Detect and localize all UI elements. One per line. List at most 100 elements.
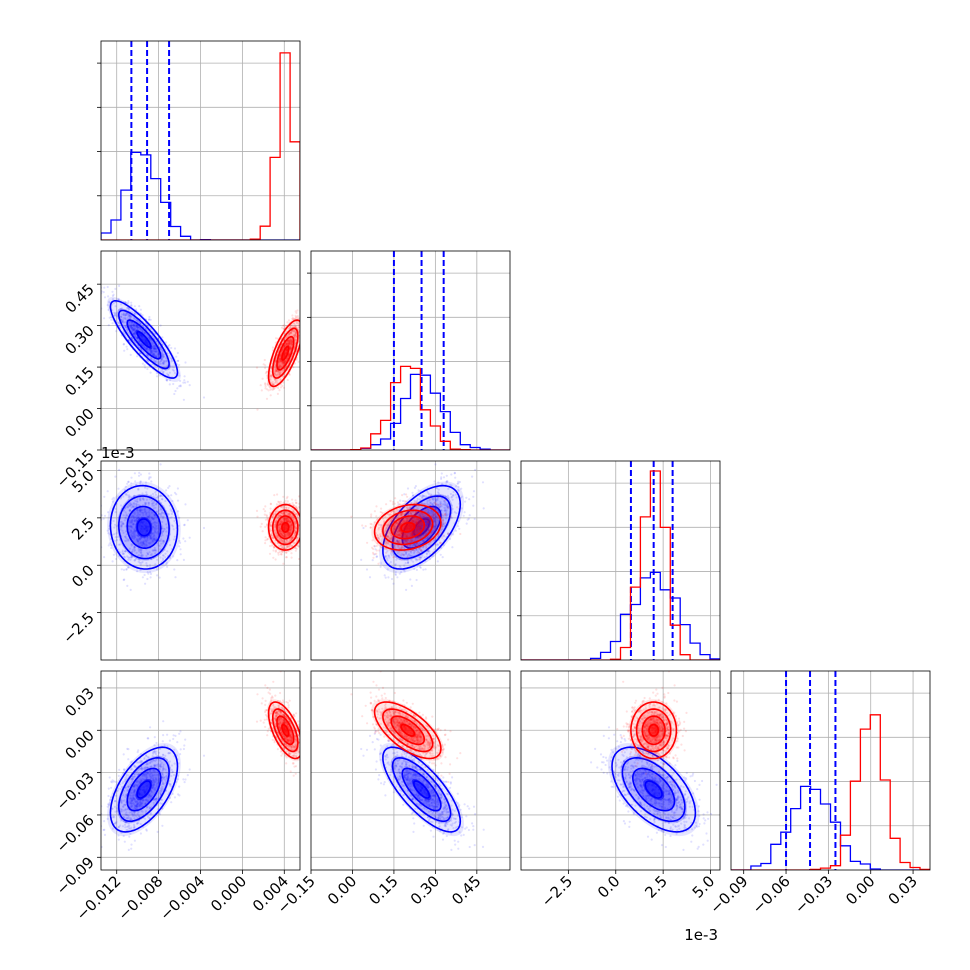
sample-point [282,361,285,364]
sample-point [275,373,278,376]
sample-point [302,329,304,331]
sample-point [114,313,117,316]
sample-point [118,468,121,471]
sample-point [141,511,144,514]
sample-point [163,548,166,552]
sample-point [133,334,136,337]
sample-point [269,525,272,528]
sample-point [425,552,428,555]
sample-point [282,546,285,549]
sample-point [149,570,152,574]
sample-point [289,339,292,342]
sample-point [302,330,304,332]
sample-point [429,501,432,504]
sample-point [125,312,128,315]
sample-point [129,558,132,561]
sample-point [296,309,299,312]
sample-point [441,525,444,528]
sample-point [103,317,106,320]
sample-point [279,500,282,503]
sample-point [397,529,401,532]
sample-point [173,519,176,523]
sample-point [137,516,140,519]
sample-point [414,518,417,522]
sample-point [279,519,282,523]
sample-point [127,566,130,569]
sample-point [397,527,400,530]
sample-point [173,491,177,494]
sample-point [407,512,410,516]
sample-point [107,295,110,298]
sample-point [122,321,125,324]
sample-point [272,556,275,559]
sample-point [268,544,272,548]
sample-point [300,323,302,325]
sample-point [482,507,485,510]
sample-point [173,364,176,367]
sample-point [146,348,149,351]
sample-point [365,568,369,571]
sample-point [133,512,136,515]
density-level [411,516,432,538]
sample-point [139,347,142,350]
sample-point [280,351,283,354]
sample-point [160,501,163,504]
sample-point [442,544,445,547]
sample-point [266,517,269,520]
sample-point [124,485,127,488]
sample-point [397,533,400,536]
sample-point [410,539,413,543]
sample-point [290,531,293,534]
sample-point [137,516,140,520]
sample-point [138,497,141,500]
sample-point [279,514,282,517]
sample-point [295,547,298,550]
sample-point [473,517,476,521]
sample-point [294,333,297,336]
sample-point [170,358,173,361]
sample-point [286,512,289,515]
sample-point [294,499,297,502]
sample-point [167,354,171,358]
sample-point [279,522,282,525]
sample-point [157,353,160,356]
sample-point [127,504,130,507]
sample-point [139,507,142,511]
sample-point [294,522,297,526]
sample-point [451,498,454,501]
sample-point [126,584,129,588]
sample-point [286,544,290,547]
sample-point [290,341,293,344]
sample-point [403,564,406,567]
sample-point [268,385,272,388]
sample-point [296,544,299,547]
sample-point [360,558,363,562]
sample-point [135,551,138,555]
sample-point [138,550,141,553]
sample-point [443,499,446,502]
sample-point [440,477,443,480]
sample-point [386,568,389,571]
sample-point [161,527,164,530]
sample-point [278,537,281,540]
sample-point [287,518,290,522]
sample-point [277,536,280,539]
sample-point [177,359,180,362]
sample-point [176,387,179,390]
sample-point [98,293,100,295]
sample-point [405,517,408,520]
sample-point [283,324,286,327]
sample-point [130,324,133,327]
sample-point [423,494,426,498]
sample-point [121,549,124,552]
sample-point [137,558,140,561]
sample-point [167,374,170,377]
sample-point [424,495,428,498]
sample-point [283,516,286,519]
sample-point [303,517,305,519]
sample-point [398,514,401,517]
sample-point [302,517,304,519]
sample-point [130,476,133,479]
sample-point [306,324,308,326]
sample-point [290,332,293,335]
